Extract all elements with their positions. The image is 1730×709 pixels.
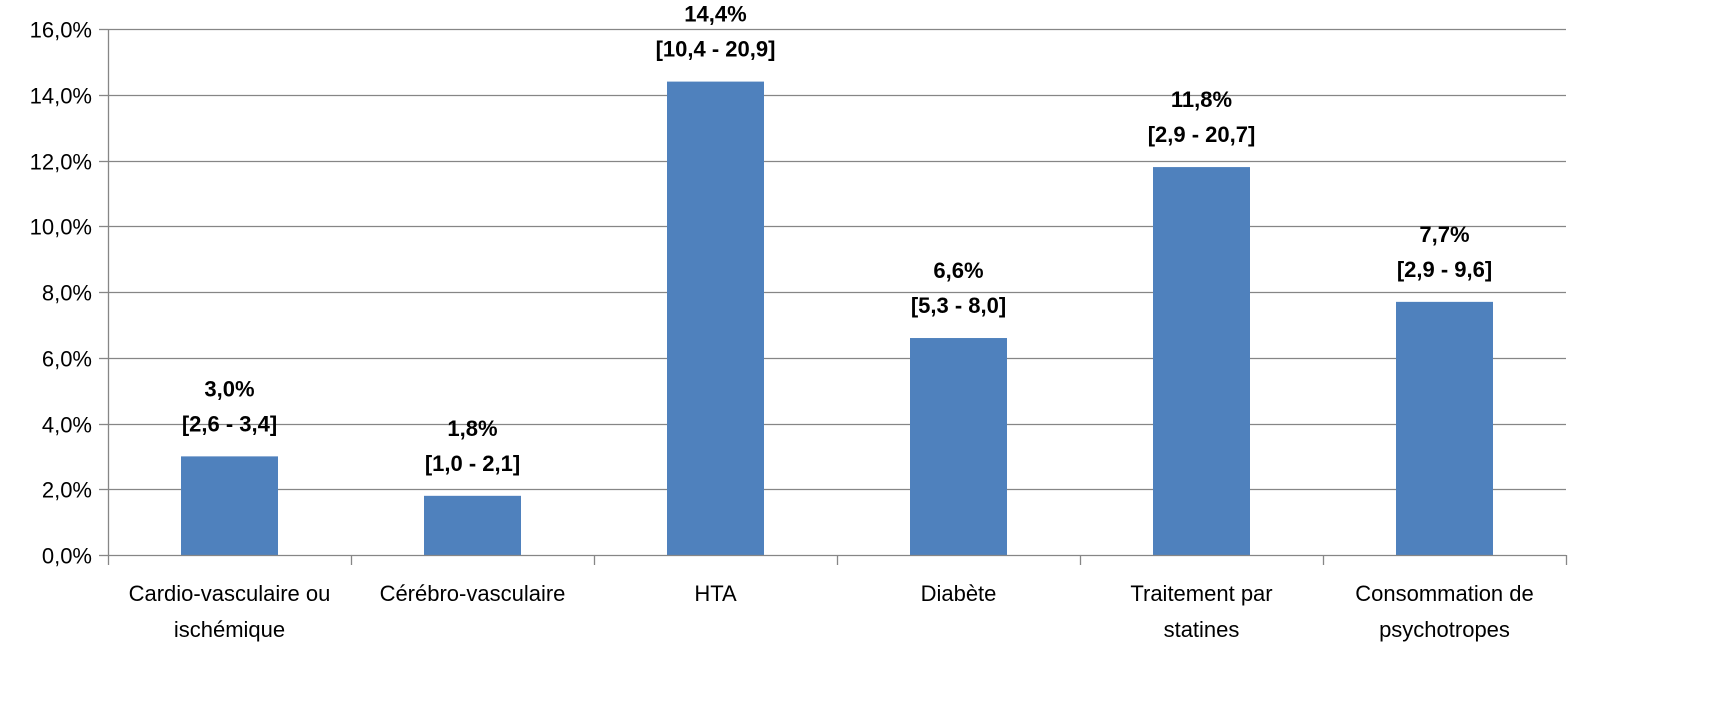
bar-interval-label: [2,6 - 3,4] — [182, 411, 277, 436]
x-category-label: Diabète — [921, 581, 997, 606]
bar-value-label: 7,7% — [1419, 222, 1469, 247]
bar-value-label: 11,8% — [1171, 87, 1232, 112]
bar — [910, 338, 1007, 555]
data-labels: 3,0% [2,6 - 3,4] 1,8% [1,0 - 2,1] 14,4% [10,4… — [182, 2, 1492, 476]
axes — [107, 29, 1568, 565]
gridlines — [108, 28, 1566, 491]
y-axis-ticks: 0,0% 2,0% 4,0% 6,0% 8,0% 10,0% 12,0% 14,0% 16,0% — [30, 18, 108, 569]
bar — [1396, 301, 1493, 555]
bar-value-label: 3,0% — [204, 376, 254, 401]
x-category-label: Consommation de — [1355, 581, 1534, 606]
bars — [181, 81, 1493, 555]
bar-value-label: 14,4% — [684, 2, 746, 27]
y-tick-label: 2,0% — [42, 478, 92, 503]
x-category-label: Traitement par — [1130, 581, 1272, 606]
bar — [181, 456, 278, 555]
bar-interval-label: [5,3 - 8,0] — [911, 293, 1006, 318]
x-category-label: HTA — [694, 581, 737, 606]
y-tick-label: 12,0% — [30, 150, 92, 175]
bar — [667, 81, 764, 555]
bar-value-label: 1,8% — [447, 416, 497, 441]
y-tick-label: 14,0% — [30, 84, 92, 109]
y-tick-label: 0,0% — [42, 544, 92, 569]
bar-interval-label: [1,0 - 2,1] — [425, 451, 520, 476]
x-category-label: Cardio-vasculaire ou — [129, 581, 331, 606]
x-category-label: Cérébro-vasculaire — [380, 581, 566, 606]
bar-value-label: 6,6% — [933, 258, 983, 283]
bar-interval-label: [2,9 - 20,7] — [1148, 122, 1256, 147]
bar — [1153, 167, 1250, 555]
y-tick-label: 4,0% — [42, 413, 92, 438]
y-tick-label: 16,0% — [30, 18, 92, 43]
y-tick-label: 6,0% — [42, 347, 92, 372]
y-tick-label: 8,0% — [42, 281, 92, 306]
category-labels: Cardio-vasculaire ou ischémique Cérébro-va… — [129, 581, 1534, 642]
bar — [424, 495, 521, 555]
bar-interval-label: [10,4 - 20,9] — [656, 37, 776, 62]
bar-interval-label: [2,9 - 9,6] — [1397, 257, 1492, 282]
y-tick-label: 10,0% — [30, 215, 92, 240]
x-category-label: ischémique — [174, 617, 285, 642]
x-category-label: psychotropes — [1379, 617, 1510, 642]
x-category-label: statines — [1164, 617, 1240, 642]
